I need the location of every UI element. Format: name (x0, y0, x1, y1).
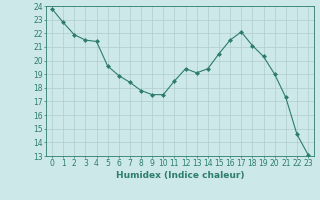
X-axis label: Humidex (Indice chaleur): Humidex (Indice chaleur) (116, 171, 244, 180)
